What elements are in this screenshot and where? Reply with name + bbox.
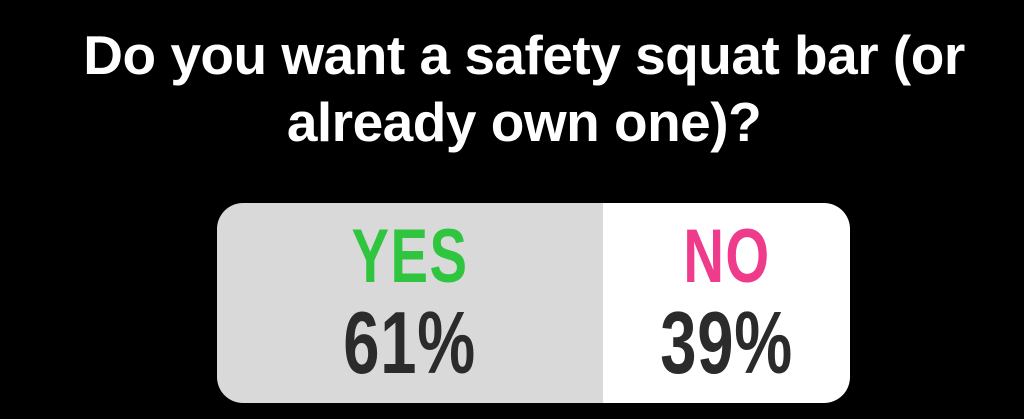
poll-sticker: YES 61% NO 39%	[217, 203, 850, 403]
poll-question-line-1: Do you want a safety squat bar (or	[83, 24, 965, 86]
poll-option-yes[interactable]: YES 61%	[217, 203, 604, 403]
poll-option-yes-percent: 61%	[343, 293, 477, 392]
poll-option-yes-label: YES	[351, 214, 469, 299]
poll-option-no-percent: 39%	[660, 293, 793, 392]
poll-option-no[interactable]: NO 39%	[603, 203, 850, 403]
poll-question: Do you want a safety squat bar (or alrea…	[12, 22, 1024, 156]
poll-option-no-label: NO	[682, 214, 771, 299]
poll-question-line-2: already own one)?	[286, 91, 762, 154]
